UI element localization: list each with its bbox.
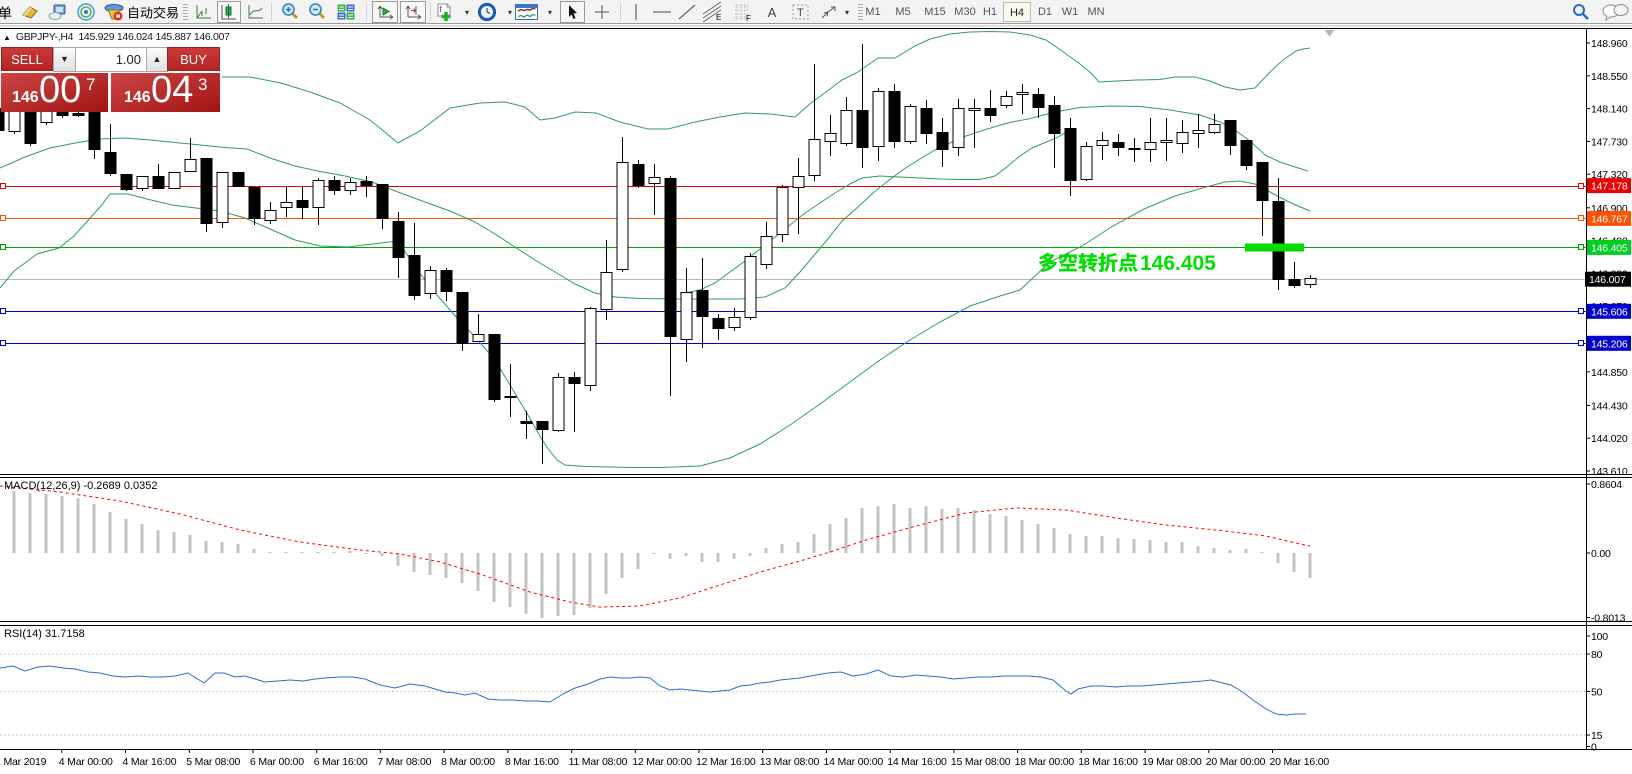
svg-text:143.610: 143.610 [1591,466,1628,478]
svg-text:4 Mar 16:00: 4 Mar 16:00 [123,756,177,768]
svg-text:7 Mar 08:00: 7 Mar 08:00 [377,756,431,768]
svg-text:148.960: 148.960 [1591,38,1628,50]
svg-text:11 Mar 08:00: 11 Mar 08:00 [569,756,628,768]
svg-text:19 Mar 08:00: 19 Mar 08:00 [1142,756,1202,768]
svg-text:13 Mar 08:00: 13 Mar 08:00 [760,756,820,768]
svg-text:12 Mar 16:00: 12 Mar 16:00 [696,756,756,768]
svg-text:148.550: 148.550 [1591,71,1628,83]
svg-text:1 Mar 2019: 1 Mar 2019 [0,756,47,768]
svg-text:E: E [716,13,721,22]
svg-text:144.430: 144.430 [1591,400,1628,412]
svg-text:18 Mar 16:00: 18 Mar 16:00 [1078,756,1138,768]
svg-text:146.405: 146.405 [1140,252,1216,275]
svg-text:6 Mar 00:00: 6 Mar 00:00 [250,756,304,768]
svg-text:50: 50 [1591,687,1603,699]
svg-text:8 Mar 16:00: 8 Mar 16:00 [505,756,559,768]
svg-text:144.020: 144.020 [1591,433,1628,445]
svg-text:6 Mar 16:00: 6 Mar 16:00 [314,756,368,768]
svg-text:4 Mar 00:00: 4 Mar 00:00 [59,756,113,768]
svg-text:f: f [440,5,443,14]
svg-text:MACD(12,26,9) -0.2689 0.0352: MACD(12,26,9) -0.2689 0.0352 [4,480,157,492]
svg-text:15: 15 [1591,730,1603,742]
svg-text:18 Mar 00:00: 18 Mar 00:00 [1015,756,1075,768]
svg-text:5 Mar 08:00: 5 Mar 08:00 [186,756,240,768]
svg-text:8 Mar 00:00: 8 Mar 00:00 [441,756,495,768]
svg-text:14 Mar 00:00: 14 Mar 00:00 [824,756,884,768]
svg-text:146.007: 146.007 [1589,274,1626,286]
svg-text:0: 0 [1591,742,1597,754]
svg-text:145.206: 145.206 [1591,338,1628,350]
svg-text:15 Mar 08:00: 15 Mar 08:00 [951,756,1011,768]
svg-text:146.405: 146.405 [1591,242,1628,254]
svg-text:147.178: 147.178 [1591,181,1628,193]
svg-text:144.850: 144.850 [1591,367,1628,379]
svg-text:T: T [797,7,804,19]
svg-text:20 Mar 00:00: 20 Mar 00:00 [1206,756,1266,768]
svg-text:RSI(14) 31.7158: RSI(14) 31.7158 [4,628,85,640]
svg-text:F: F [746,14,751,22]
svg-text:20 Mar 16:00: 20 Mar 16:00 [1270,756,1330,768]
svg-text:80: 80 [1591,649,1603,661]
svg-text:100: 100 [1591,631,1608,643]
svg-text:0.8604: 0.8604 [1591,479,1622,491]
svg-text:146.767: 146.767 [1591,213,1628,225]
svg-text:145.606: 145.606 [1591,306,1628,318]
svg-text:148.140: 148.140 [1591,104,1628,116]
svg-text:0.00: 0.00 [1591,548,1611,560]
svg-text:147.730: 147.730 [1591,136,1628,148]
svg-text:12 Mar 00:00: 12 Mar 00:00 [632,756,692,768]
svg-text:-0.8013: -0.8013 [1591,613,1626,625]
svg-text:14 Mar 16:00: 14 Mar 16:00 [887,756,947,768]
